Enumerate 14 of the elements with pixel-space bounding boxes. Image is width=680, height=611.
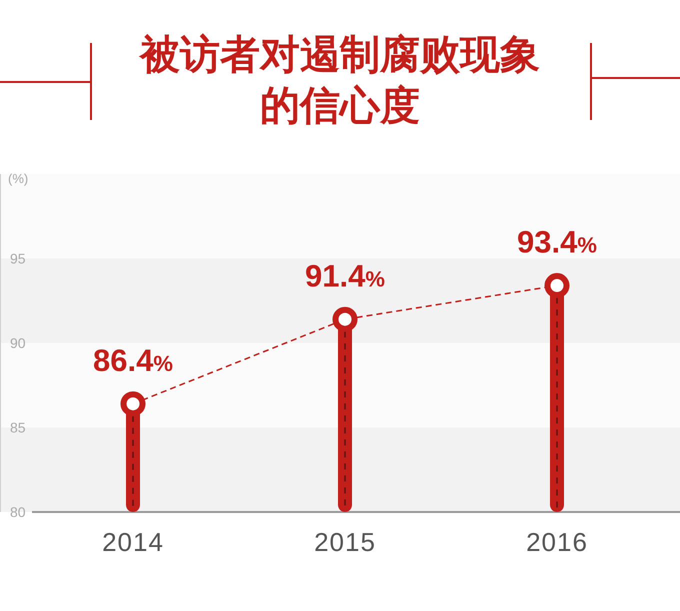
x-tick-label: 2016 xyxy=(526,527,588,557)
y-tick-label: 90 xyxy=(10,335,26,351)
y-tick-label: 95 xyxy=(10,250,26,266)
x-tick-label: 2015 xyxy=(314,527,376,557)
data-label: 86.4% xyxy=(93,342,173,378)
point xyxy=(120,391,146,416)
x-tick-label: 2014 xyxy=(102,527,164,557)
y-tick-label: 80 xyxy=(10,504,26,520)
chart-title: 被访者对遏制腐败现象的信心度 xyxy=(138,33,540,128)
data-label: 91.4% xyxy=(305,258,385,294)
point xyxy=(544,273,570,298)
y-axis-title: (%) xyxy=(8,171,28,186)
data-label: 93.4% xyxy=(517,224,597,260)
y-tick-label: 85 xyxy=(10,420,26,436)
